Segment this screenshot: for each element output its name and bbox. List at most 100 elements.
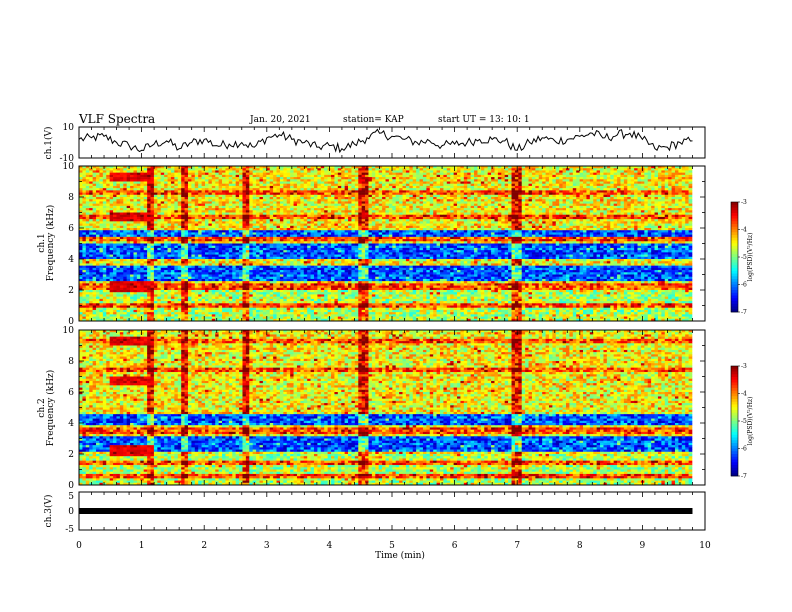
spectrogram-cell <box>569 172 574 176</box>
spectrogram-cell <box>174 208 179 211</box>
spectrogram-cell <box>433 177 437 180</box>
spectrogram-cell <box>388 210 393 213</box>
spectrogram-cell <box>583 197 587 200</box>
spectrogram-cell <box>620 170 625 173</box>
spectrogram-cell <box>147 197 151 200</box>
spectrogram-cell <box>654 219 659 222</box>
spectrogram-cell <box>460 219 465 222</box>
spectrogram-cell <box>467 214 471 218</box>
spectrogram-cell <box>225 172 230 176</box>
spectrogram-cell <box>164 216 168 220</box>
spectrogram-cell <box>211 168 216 171</box>
spectrogram-cell <box>586 190 591 193</box>
spectrogram-cell <box>307 183 311 187</box>
spectrogram-cell <box>126 168 131 171</box>
spectrogram-cell <box>422 170 427 173</box>
spectrogram-cell <box>368 197 373 200</box>
spectrogram-cell <box>228 192 233 196</box>
spectrogram-cell <box>147 208 151 211</box>
spectrogram-cell <box>392 192 397 196</box>
spectrogram-cell <box>368 166 373 169</box>
spectrogram-cell <box>576 174 580 178</box>
spectrogram-cell <box>416 212 420 216</box>
spectrogram-cell <box>256 212 260 216</box>
spectrogram-cell <box>651 223 655 227</box>
spectrogram-cell <box>457 214 461 218</box>
spectrogram-cell <box>589 205 594 209</box>
spectrogram-cell <box>79 201 83 204</box>
spectrogram-cell <box>331 205 335 209</box>
spectrogram-cell <box>514 208 519 211</box>
spectrogram-cell <box>634 199 638 202</box>
spectrogram-cell <box>191 201 196 204</box>
spectrogram-cell <box>426 177 431 180</box>
spectrogram-cell <box>640 183 645 187</box>
spectrogram-cell <box>392 183 397 187</box>
spectrogram-cell <box>405 174 410 178</box>
spectrogram-cell <box>674 208 679 211</box>
spectrogram-cell <box>630 219 635 222</box>
spectrogram-cell <box>644 212 649 216</box>
spectrogram-cell <box>170 221 175 224</box>
spectrogram-cell <box>467 212 471 216</box>
spectrogram-cell <box>491 221 495 224</box>
spectrogram-cell <box>164 194 168 198</box>
spectrogram-cell <box>133 197 138 200</box>
spectrogram-cell <box>239 219 243 222</box>
spectrogram-cell <box>102 216 107 220</box>
spectrogram-cell <box>181 199 185 202</box>
spectrogram-cell <box>583 221 587 224</box>
spectrogram-cell <box>147 177 151 180</box>
spectrogram-cell <box>651 201 655 204</box>
spectrogram-cell <box>457 166 461 169</box>
spectrogram-cell <box>382 185 386 189</box>
spectrogram-cell <box>337 168 342 171</box>
spectrogram-cell <box>405 185 410 189</box>
spectrogram-cell <box>637 212 642 216</box>
spectrogram-cell <box>116 225 121 229</box>
spectrogram-cell <box>375 221 379 224</box>
spectrogram-cell <box>467 188 471 191</box>
spectrogram-cell <box>89 190 93 193</box>
spectrogram-cell <box>688 199 693 202</box>
spectrogram-cell <box>378 188 383 191</box>
spectrogram-cell <box>307 185 311 189</box>
spectrogram-cell <box>211 172 216 176</box>
spectrogram-cell <box>222 166 226 169</box>
spectrogram-cell <box>685 192 689 196</box>
spectrogram-cell <box>153 201 158 204</box>
spectrogram-cell <box>443 210 448 213</box>
spectrogram-cell <box>525 194 529 198</box>
spectrogram-cell <box>242 183 247 187</box>
spectrogram-cell <box>565 205 570 209</box>
spectrogram-cell <box>593 221 597 224</box>
spectrogram-cell <box>606 185 611 189</box>
spectrogram-cell <box>164 201 168 204</box>
spectrogram-cell <box>245 181 250 185</box>
spectrogram-cell <box>538 212 543 216</box>
spectrogram-cell <box>419 210 424 213</box>
spectrogram-cell <box>358 190 362 193</box>
spectrogram-cell <box>613 214 618 218</box>
spectrogram-cell <box>559 192 563 196</box>
spectrogram-cell <box>334 192 339 196</box>
spectrogram-cell <box>521 219 526 222</box>
spectrogram-cell <box>354 170 359 173</box>
spectrogram-cell <box>218 168 223 171</box>
spectrogram-cell <box>497 188 502 191</box>
spectrogram-cell <box>497 216 502 220</box>
spectrogram-cell <box>426 181 431 185</box>
spectrogram-cell <box>392 174 397 178</box>
spectrogram-cell <box>501 201 505 204</box>
spectrogram-cell <box>668 181 672 185</box>
spectrogram-cell <box>446 221 451 224</box>
spectrogram-cell <box>354 181 359 185</box>
spectrogram-cell <box>651 183 655 187</box>
spectrogram-cell <box>228 197 233 200</box>
spectrogram-cell <box>327 221 332 224</box>
spectrogram-cell <box>283 210 288 213</box>
spectrogram-cell <box>307 210 311 213</box>
spectrogram-cell <box>620 172 625 176</box>
spectrogram-cell <box>508 223 512 227</box>
spectrogram-cell <box>572 208 577 211</box>
